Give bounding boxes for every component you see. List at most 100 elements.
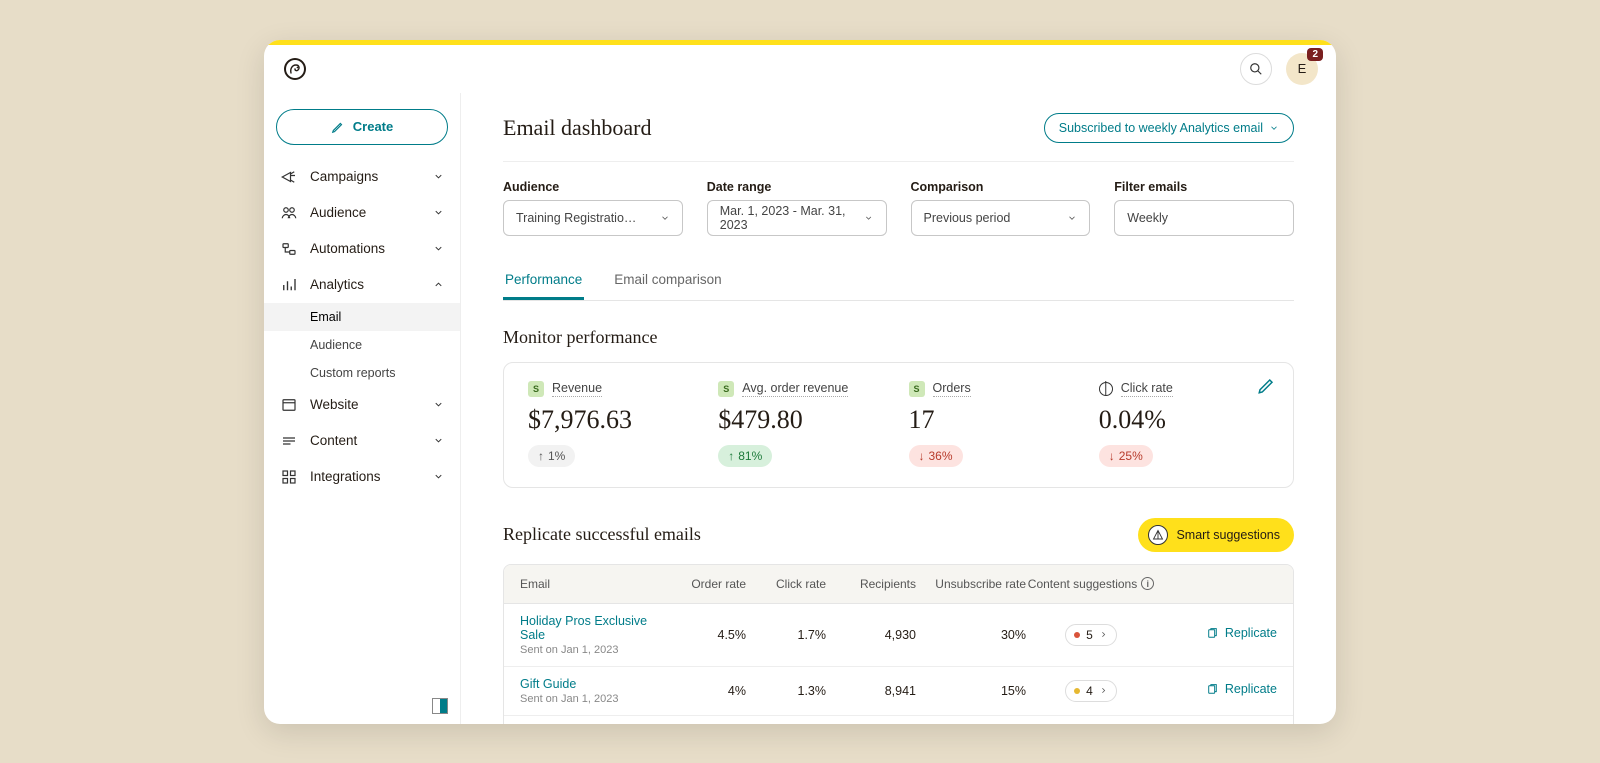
cell-order-rate: 4% (670, 684, 746, 698)
metric-label: Avg. order revenue (742, 381, 848, 397)
metric-delta: ↓ 25% (1099, 445, 1153, 467)
sidebar-item-label: Automations (310, 241, 385, 256)
globe-icon (1099, 382, 1113, 396)
cell-order-rate: 4.5% (670, 628, 746, 642)
date-range-select[interactable]: Mar. 1, 2023 - Mar. 31, 2023 (707, 200, 887, 236)
sidebar-item-label: Analytics (310, 277, 364, 292)
create-button[interactable]: Create (276, 109, 448, 145)
sidebar-subitem-email[interactable]: Email (264, 303, 460, 331)
metric-value: 0.04% (1099, 405, 1269, 435)
sidebar-item-website[interactable]: Website (264, 387, 460, 423)
monitor-heading: Monitor performance (503, 327, 1294, 348)
status-dot-icon (1074, 632, 1080, 638)
arrow-down-icon: ↓ (1109, 449, 1115, 463)
arrow-up-icon: ↑ (728, 449, 734, 463)
info-icon[interactable]: i (1141, 577, 1154, 590)
metric-delta: ↓ 36% (909, 445, 963, 467)
th-order-rate: Order rate (670, 577, 746, 591)
sidebar-item-label: Campaigns (310, 169, 378, 184)
metric-value: 17 (909, 405, 1079, 435)
audience-value: Training Registratio… (516, 211, 636, 225)
tab-performance[interactable]: Performance (503, 262, 584, 300)
edit-metrics-button[interactable] (1257, 377, 1275, 395)
th-click-rate: Click rate (746, 577, 826, 591)
suggestions-pill[interactable]: 5 (1065, 624, 1117, 646)
analytics-icon (280, 276, 298, 294)
tent-icon (1148, 525, 1168, 545)
smart-suggestions-button[interactable]: Smart suggestions (1138, 518, 1294, 552)
sidebar-item-integrations[interactable]: Integrations (264, 459, 460, 495)
filter-emails-input[interactable]: Weekly (1114, 200, 1294, 236)
smart-suggestions-label: Smart suggestions (1176, 528, 1280, 542)
th-recipients: Recipients (826, 577, 916, 591)
table-row: Giving TuesdaySent on Jan 1, 20232%0.8%1… (504, 716, 1293, 724)
filter-emails-value: Weekly (1127, 211, 1168, 225)
cell-recipients: 4,930 (826, 628, 916, 642)
email-name-link[interactable]: Holiday Pros Exclusive Sale (520, 614, 670, 642)
topbar: E 2 (264, 45, 1336, 93)
chevron-down-icon (864, 213, 873, 223)
metric-label: Orders (933, 381, 971, 397)
cell-recipients: 8,941 (826, 684, 916, 698)
subscribe-toggle[interactable]: Subscribed to weekly Analytics email (1044, 113, 1294, 143)
chevron-down-icon (433, 171, 444, 182)
email-sent-date: Sent on Jan 1, 2023 (520, 644, 670, 656)
audience-select[interactable]: Training Registratio… (503, 200, 683, 236)
search-icon (1249, 62, 1263, 76)
status-dot-icon (1074, 688, 1080, 694)
subscribe-label: Subscribed to weekly Analytics email (1059, 121, 1263, 135)
create-label: Create (353, 119, 393, 134)
sidebar-item-content[interactable]: Content (264, 423, 460, 459)
campaigns-icon (280, 168, 298, 186)
sidebar-subitem-audience[interactable]: Audience (264, 331, 460, 359)
suggestions-pill[interactable]: 4 (1065, 680, 1117, 702)
user-menu[interactable]: E 2 (1286, 53, 1318, 85)
mailchimp-logo-icon (283, 57, 307, 81)
th-unsubscribe: Unsubscribe rate (916, 577, 1026, 591)
search-button[interactable] (1240, 53, 1272, 85)
sidebar: Create Campaigns Audience Automations Analy… (264, 93, 461, 724)
metric-orders: SOrders17↓ 36% (909, 381, 1079, 467)
sidebar-subitem-custom-reports[interactable]: Custom reports (264, 359, 460, 387)
table-header: Email Order rate Click rate Recipients U… (504, 565, 1293, 604)
pencil-icon (1257, 377, 1275, 395)
th-email: Email (520, 577, 670, 591)
collapse-sidebar-button[interactable] (432, 698, 448, 714)
tab-email-comparison[interactable]: Email comparison (612, 262, 723, 300)
table-row: Gift GuideSent on Jan 1, 20234%1.3%8,941… (504, 667, 1293, 716)
th-content-suggestions: Content suggestions i (1026, 577, 1156, 591)
replicate-label: Replicate (1225, 626, 1277, 640)
filter-label: Filter emails (1114, 180, 1294, 200)
comparison-select[interactable]: Previous period (911, 200, 1091, 236)
metrics-card: SRevenue$7,976.63↑ 1%SAvg. order revenue… (503, 362, 1294, 488)
chevron-right-icon (1099, 686, 1108, 695)
sidebar-item-label: Audience (310, 205, 366, 220)
sidebar-item-audience[interactable]: Audience (264, 195, 460, 231)
metric-label: Revenue (552, 381, 602, 397)
metric-avg-order-revenue: SAvg. order revenue$479.80↑ 81% (718, 381, 888, 467)
chevron-up-icon (433, 279, 444, 290)
emails-table: Email Order rate Click rate Recipients U… (503, 564, 1294, 724)
cell-unsubscribe: 15% (916, 684, 1026, 698)
content-icon (280, 432, 298, 450)
email-name-link[interactable]: Gift Guide (520, 677, 670, 691)
cell-click-rate: 1.3% (746, 684, 826, 698)
chevron-down-icon (1269, 123, 1279, 133)
replicate-button[interactable]: Replicate (1206, 626, 1277, 640)
arrow-up-icon: ↑ (538, 449, 544, 463)
sidebar-item-campaigns[interactable]: Campaigns (264, 159, 460, 195)
sidebar-item-automations[interactable]: Automations (264, 231, 460, 267)
chevron-right-icon (1099, 630, 1108, 639)
tabs: Performance Email comparison (503, 262, 1294, 301)
replicate-button[interactable]: Replicate (1206, 682, 1277, 696)
replicate-heading: Replicate successful emails (503, 524, 701, 545)
metric-label: Click rate (1121, 381, 1173, 397)
replicate-label: Replicate (1225, 682, 1277, 696)
sidebar-item-analytics[interactable]: Analytics (264, 267, 460, 303)
brand-logo[interactable] (282, 56, 308, 82)
metric-value: $479.80 (718, 405, 888, 435)
chevron-down-icon (433, 435, 444, 446)
comparison-value: Previous period (924, 211, 1011, 225)
metric-delta: ↑ 81% (718, 445, 772, 467)
chevron-down-icon (433, 207, 444, 218)
